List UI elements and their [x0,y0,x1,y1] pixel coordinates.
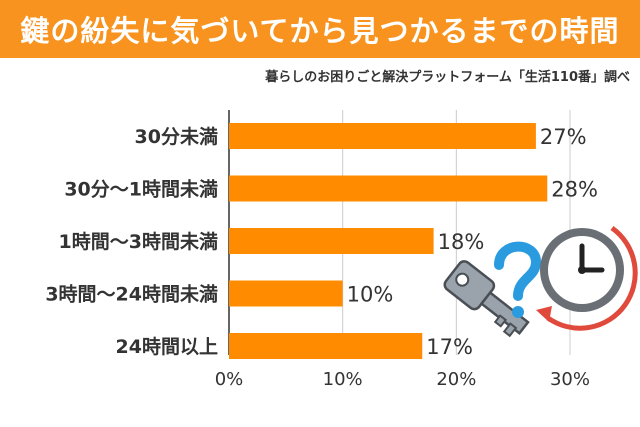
chart-title: 鍵の紛失に気づいてから見つかるまでの時間 [0,0,640,58]
value-label: 27% [540,125,587,149]
question-mark-icon [494,241,542,318]
value-label: 18% [438,230,485,254]
bar [229,123,536,149]
x-tick-label: 30% [550,369,590,390]
x-tick-label: 10% [323,369,363,390]
clock-icon [536,225,638,331]
bars [229,123,548,359]
category-label: 24時間以上 [116,336,218,358]
value-label: 17% [426,335,473,359]
value-label: 28% [551,178,598,202]
bar [229,280,343,307]
category-label: 30分未満 [135,125,218,148]
category-label: 3時間〜24時間未満 [45,283,218,306]
bar [229,228,434,254]
x-tick-label: 0% [215,369,244,390]
x-tick-label: 20% [436,369,476,390]
key-icon [443,260,530,338]
category-label: 1時間〜3時間未満 [59,230,218,253]
source-note: 暮らしのお困りごと解決プラットフォーム「生活110番」調べ [265,70,630,85]
labels: 0% 10% 20% 30% 30分未満 27% 30分〜1時間未満 28% 1時間〜3時間未満… [45,125,598,390]
category-label: 30分〜1時間未満 [64,178,218,201]
bar [229,175,548,202]
bar [229,333,423,359]
value-label: 10% [347,283,394,307]
